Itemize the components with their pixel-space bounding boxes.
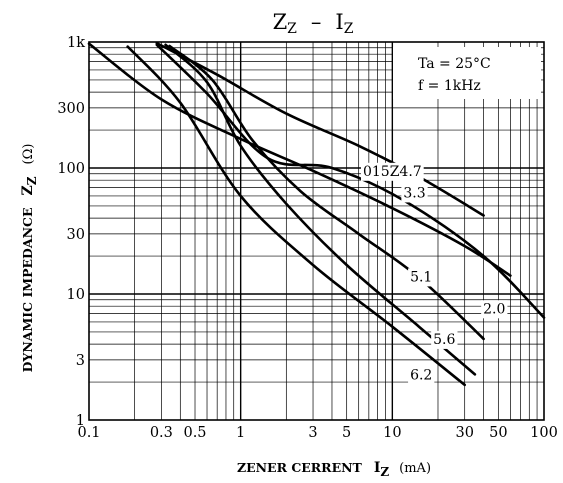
title-sep: – bbox=[311, 10, 322, 34]
curve-label-bg bbox=[431, 330, 458, 349]
chart-title: ZZ – IZ bbox=[273, 10, 354, 37]
x-tick-label: 0.3 bbox=[150, 425, 173, 441]
x-axis-symbol-sub: Z bbox=[380, 465, 389, 479]
x-tick-label: 10 bbox=[383, 425, 401, 441]
y-tick-label: 300 bbox=[57, 101, 85, 117]
curve-label-bg bbox=[360, 162, 424, 181]
curve-label-5.6: 5.6 bbox=[433, 332, 455, 348]
x-tick-label: 100 bbox=[530, 425, 558, 441]
conditions-box bbox=[393, 47, 541, 99]
y-axis-title: DYNAMIC IMPEDANCE bbox=[20, 207, 35, 372]
y-tick-label: 10 bbox=[67, 287, 85, 303]
curve-6.2 bbox=[126, 45, 466, 387]
condition-temperature: Ta = 25°C bbox=[418, 56, 491, 72]
y-tick-label: 3 bbox=[76, 353, 85, 369]
y-tick-labels: 1 3 10 30 100 300 1k bbox=[57, 35, 85, 429]
x-axis-label: ZENER CERRENT IZ (mA) bbox=[237, 460, 431, 479]
y-axis-symbol: Z bbox=[20, 185, 36, 195]
curve-5.6 bbox=[164, 43, 477, 376]
curve-labels: 015Z4.7 3.3 2.0 5.1 5.6 6.2 bbox=[360, 162, 508, 385]
x-axis-symbol: I bbox=[374, 460, 381, 476]
x-tick-label: 0.1 bbox=[77, 425, 100, 441]
curve-label-bg bbox=[408, 366, 435, 385]
x-tick-label: 30 bbox=[455, 425, 473, 441]
curve-label-3.3: 3.3 bbox=[403, 185, 425, 201]
y-axis-label: DYNAMIC IMPEDANCE ZZ (Ω) bbox=[20, 144, 39, 373]
curve-3.3 bbox=[87, 42, 512, 277]
title-z: Z bbox=[273, 10, 288, 34]
plot-frame bbox=[88, 41, 545, 421]
y-tick-label: 1 bbox=[76, 413, 85, 429]
title-z-sub: Z bbox=[287, 21, 297, 37]
curve-label-bg bbox=[401, 184, 428, 203]
x-tick-label: 3 bbox=[308, 425, 317, 441]
x-tick-label: 0.5 bbox=[183, 425, 206, 441]
x-tick-label: 50 bbox=[489, 425, 507, 441]
x-axis-title: ZENER CERRENT bbox=[237, 460, 363, 475]
curve-label-bg bbox=[408, 268, 435, 287]
condition-frequency: f = 1kHz bbox=[418, 78, 481, 94]
title-i-sub: Z bbox=[344, 21, 354, 37]
curve-label-bg bbox=[481, 300, 508, 319]
curve-2.0 bbox=[155, 43, 546, 319]
x-tick-label: 5 bbox=[342, 425, 351, 441]
x-tick-labels: 0.1 0.3 0.5 1 3 5 10 30 50 100 bbox=[77, 425, 557, 441]
y-axis-unit: (Ω) bbox=[21, 144, 36, 165]
curve-label-5.1: 5.1 bbox=[410, 269, 432, 285]
curves bbox=[87, 41, 546, 387]
curve-label-2.0: 2.0 bbox=[483, 301, 505, 317]
title-i: I bbox=[335, 10, 343, 34]
x-axis-unit: (mA) bbox=[399, 461, 431, 476]
y-tick-label: 30 bbox=[67, 227, 85, 243]
y-tick-label: 1k bbox=[67, 35, 85, 51]
x-tick-label: 1 bbox=[236, 425, 245, 441]
curve-label-6.2: 6.2 bbox=[410, 367, 432, 383]
curve-label-015Z4.7: 015Z4.7 bbox=[363, 164, 422, 180]
y-tick-label: 100 bbox=[57, 161, 85, 177]
curve-015Z4.7 bbox=[155, 41, 485, 217]
y-axis-symbol-sub: Z bbox=[25, 176, 39, 185]
